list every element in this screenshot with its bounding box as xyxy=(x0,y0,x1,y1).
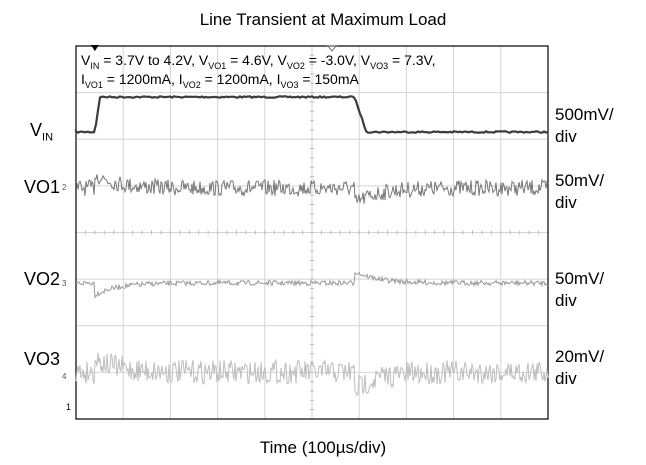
marker-ch3: 3 xyxy=(62,279,67,288)
traces xyxy=(74,94,549,397)
chart-title: Line Transient at Maximum Load xyxy=(199,10,447,29)
trace-vo3 xyxy=(75,352,549,397)
scale-vo1: 50mV/ div xyxy=(555,171,605,212)
label-vo3: VO3 xyxy=(24,349,61,369)
condition-1: VVO1 = 4.6V, xyxy=(198,52,278,71)
trigger-marker xyxy=(90,45,99,51)
condition-4: IVO1 = 1200mA, xyxy=(81,71,179,90)
channel-markers: 2 3 4 1 xyxy=(62,45,338,412)
conditions-line-1: VIN = 3.7V to 4.2V, VVO1 = 4.6V, VVO2 = … xyxy=(81,53,435,74)
condition-2: VVO2 = -3.0V, xyxy=(277,52,361,71)
marker-ch2: 2 xyxy=(62,183,67,192)
condition-5: IVO2 = 1200mA, xyxy=(178,71,277,90)
label-vin: VIN xyxy=(30,120,54,144)
label-vo1: VO1 xyxy=(24,177,61,197)
marker-ch4: 4 xyxy=(62,372,67,381)
center-marker xyxy=(326,45,338,52)
trace-vo1 xyxy=(75,174,549,204)
label-vo2: VO2 xyxy=(24,269,61,289)
trace-vo2 xyxy=(75,271,549,299)
trace-vin xyxy=(74,94,549,134)
condition-0: VIN = 3.7V to 4.2V, xyxy=(81,52,199,71)
plot-frame xyxy=(75,45,549,420)
conditions-line-2: IVO1 = 1200mA, IVO2 = 1200mA, IVO3 = 150… xyxy=(81,72,359,93)
condition-3: VVO3 = 7.3V, xyxy=(360,52,436,71)
x-axis-label: Time (100µs/div) xyxy=(259,438,387,457)
marker-ch1: 1 xyxy=(66,402,71,412)
scale-vo2: 50mV/ div xyxy=(555,269,605,310)
scale-vo3: 20mV/ div xyxy=(555,347,605,388)
scale-vin: 500mV/ div xyxy=(555,105,614,146)
condition-6: IVO3 = 150mA xyxy=(276,71,359,90)
